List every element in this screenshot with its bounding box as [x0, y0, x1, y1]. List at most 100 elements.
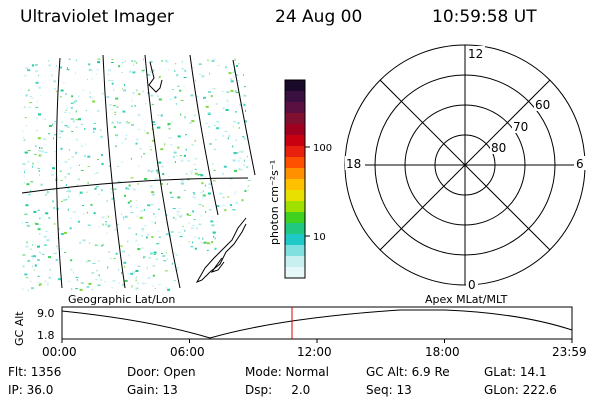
- speckle: [158, 284, 162, 286]
- speckle: [173, 151, 177, 154]
- speckle: [137, 282, 140, 284]
- speckle: [205, 211, 207, 213]
- speckle: [69, 227, 72, 230]
- speckle: [211, 241, 214, 244]
- speckle: [232, 159, 236, 162]
- speckle: [75, 151, 78, 154]
- speckle: [75, 119, 79, 121]
- speckle: [157, 165, 159, 167]
- speckle: [52, 200, 54, 203]
- speckle: [177, 231, 181, 233]
- speckle: [212, 180, 216, 182]
- speckle: [49, 268, 51, 270]
- speckle: [85, 110, 87, 112]
- speckle: [52, 137, 54, 140]
- speckle: [174, 161, 176, 164]
- speckle: [134, 189, 136, 191]
- speckle: [58, 160, 60, 162]
- speckle: [53, 123, 56, 124]
- speckle: [44, 74, 46, 76]
- longitude-line-5: [232, 59, 256, 176]
- speckle: [79, 241, 81, 244]
- speckle: [86, 286, 90, 288]
- speckle: [74, 72, 76, 75]
- speckle: [108, 79, 112, 81]
- speckle: [37, 137, 41, 140]
- speckle: [186, 213, 189, 216]
- speckle: [143, 283, 147, 285]
- speckle: [160, 148, 164, 151]
- speckle: [209, 177, 211, 179]
- speckle: [61, 200, 63, 202]
- speckle: [83, 213, 84, 215]
- speckle: [190, 94, 194, 97]
- speckle: [35, 117, 38, 119]
- speckle: [23, 139, 26, 142]
- speckle: [181, 60, 183, 63]
- color-scale-gradient: [285, 80, 305, 279]
- speckle: [168, 176, 170, 177]
- speckle: [114, 168, 116, 170]
- speckle: [59, 130, 61, 132]
- speckle: [92, 272, 94, 274]
- speckle: [202, 204, 204, 207]
- speckle: [140, 210, 144, 212]
- speckle: [149, 185, 153, 188]
- speckle: [120, 245, 124, 247]
- speckle: [70, 166, 72, 169]
- speckle: [25, 277, 28, 279]
- speckle: [163, 260, 167, 262]
- speckle: [81, 191, 83, 194]
- speckle: [241, 199, 244, 202]
- speckle: [190, 246, 194, 248]
- speckle: [78, 95, 80, 98]
- speckle: [147, 276, 151, 279]
- speckle: [121, 272, 123, 274]
- speckle: [116, 136, 118, 139]
- speckle: [153, 124, 157, 126]
- speckle: [24, 74, 27, 77]
- speckle: [151, 193, 155, 196]
- speckle: [27, 69, 31, 72]
- speckle: [200, 174, 204, 177]
- speckle: [24, 151, 28, 154]
- speckle: [95, 187, 97, 189]
- speckle: [130, 177, 134, 179]
- speckle: [198, 63, 202, 65]
- color-scale-band: [285, 223, 305, 235]
- speckle: [72, 211, 76, 213]
- speckle: [24, 213, 28, 215]
- speckle: [39, 251, 42, 254]
- speckle: [88, 68, 92, 70]
- speckle: [113, 258, 116, 259]
- speckle: [60, 233, 64, 235]
- speckle: [236, 65, 238, 67]
- speckle: [124, 60, 126, 63]
- color-scale-unit-label: photon cm⁻²s⁻¹: [268, 160, 281, 245]
- speckle: [212, 88, 216, 90]
- speckle: [221, 134, 224, 137]
- speckle: [154, 221, 156, 224]
- speckle: [179, 89, 182, 92]
- speckle: [125, 187, 128, 190]
- speckle: [213, 235, 215, 238]
- speckle: [214, 247, 217, 250]
- speckle: [247, 189, 250, 191]
- speckle: [98, 226, 101, 228]
- speckle: [75, 288, 79, 290]
- speckle: [142, 118, 144, 120]
- x-tick-1800: 18:00: [425, 345, 460, 359]
- speckle: [174, 96, 177, 99]
- speckle: [237, 122, 240, 125]
- speckle: [78, 118, 81, 121]
- x-tick-0600: 06:00: [170, 345, 205, 359]
- speckle: [74, 153, 77, 155]
- speckle: [226, 99, 228, 102]
- speckle: [106, 96, 110, 98]
- speckle: [55, 259, 58, 262]
- speckle: [235, 92, 239, 94]
- speckle: [209, 72, 210, 75]
- speckle: [242, 136, 245, 138]
- speckle: [66, 173, 69, 175]
- speckle: [45, 231, 48, 233]
